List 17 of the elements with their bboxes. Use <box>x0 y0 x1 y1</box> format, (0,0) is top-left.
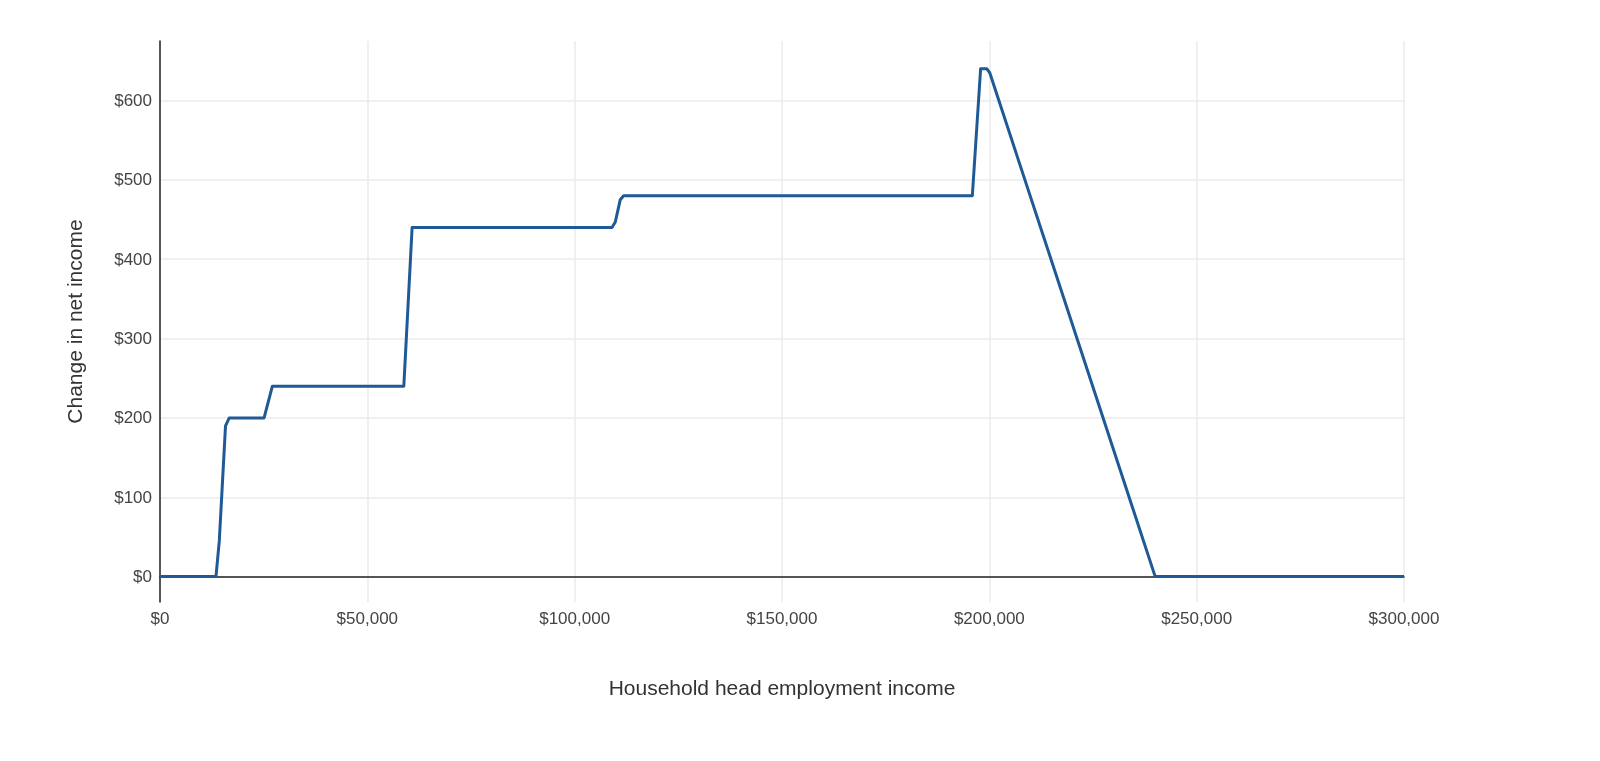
y-tick-label: $500 <box>114 170 152 190</box>
x-axis-title: Household head employment income <box>608 676 956 699</box>
y-tick-label: $100 <box>114 487 152 507</box>
x-tick-label: $100,000 <box>539 609 611 628</box>
x-tick-label: $200,000 <box>953 609 1025 628</box>
y-tick-label: $600 <box>114 91 152 111</box>
y-tick-label: $400 <box>114 249 152 269</box>
x-tick-label: $150,000 <box>746 609 818 628</box>
line-series <box>158 67 1406 579</box>
y-axis-title: Change in net income <box>63 219 86 424</box>
x-tick-label: $50,000 <box>336 609 399 628</box>
y-tick-label: $200 <box>114 408 152 428</box>
y-tick-label: $300 <box>114 329 152 349</box>
y-tick-label: $0 <box>133 567 152 587</box>
x-tick-label: $0 <box>150 609 170 628</box>
x-tick-label: $250,000 <box>1161 609 1233 628</box>
x-tick-label: $300,000 <box>1368 609 1440 628</box>
